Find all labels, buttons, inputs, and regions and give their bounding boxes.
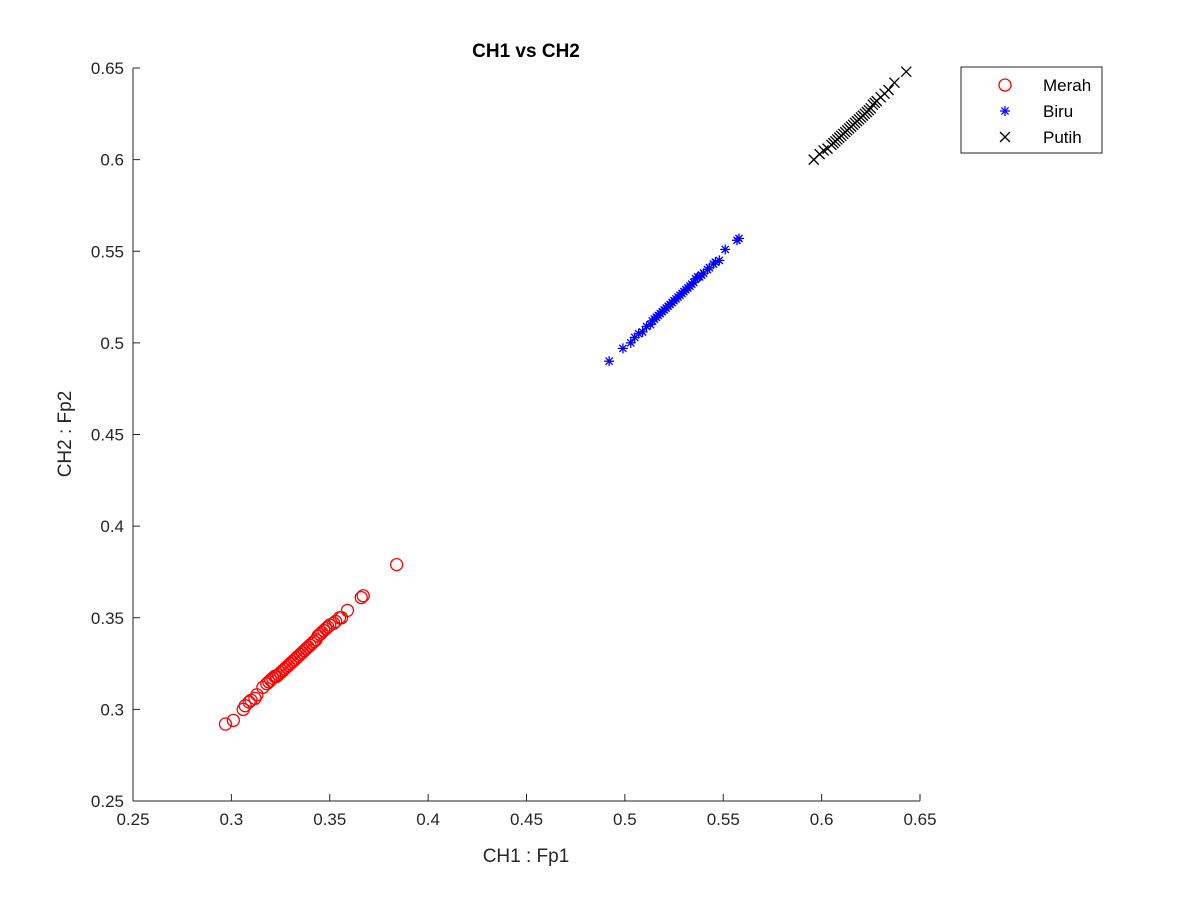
legend: Merah Biru Putih: [960, 66, 1103, 154]
series-biru: [604, 233, 744, 367]
legend-label-biru: Biru: [1043, 102, 1073, 121]
legend-marker-putih: [999, 131, 1011, 143]
point-biru: [637, 326, 648, 337]
x-tick-label: 0.55: [707, 810, 740, 829]
point-biru: [617, 343, 628, 354]
series-merah: [218, 557, 404, 731]
point-putih: [888, 77, 900, 89]
x-tick-label: 0.4: [416, 810, 440, 829]
legend-marker-biru: [1000, 106, 1010, 116]
series-putih: [808, 66, 912, 166]
point-biru: [625, 337, 636, 348]
y-tick-label: 0.5: [100, 334, 124, 353]
y-tick-label: 0.3: [100, 700, 124, 719]
point-merah: [226, 713, 240, 728]
x-tick-label: 0.45: [510, 810, 543, 829]
point-biru: [714, 255, 725, 266]
x-tick-label: 0.35: [313, 810, 346, 829]
chart-title: CH1 vs CH2: [472, 41, 580, 62]
point-merah: [356, 589, 370, 603]
legend-box: [960, 66, 1103, 154]
y-tick-label: 0.25: [91, 792, 124, 811]
x-tick-label: 0.25: [116, 810, 149, 829]
plot-area: [133, 68, 920, 801]
point-putih: [900, 66, 912, 78]
point-biru: [604, 356, 615, 367]
y-tick-label: 0.55: [91, 242, 124, 261]
ticks: 0.25 0.3 0.35 0.4 0.45 0.5 0.55 0.6 0.65 0.25 0.3 0…: [91, 59, 937, 829]
legend-label-merah: Merah: [1043, 76, 1091, 95]
axes: 0.25 0.3 0.35 0.4 0.45 0.5 0.55 0.6 0.65 0.25 0.3 0…: [91, 59, 937, 829]
x-tick-label: 0.3: [220, 810, 244, 829]
y-tick-label: 0.45: [91, 426, 124, 445]
y-tick-label: 0.4: [100, 517, 124, 536]
y-tick-label: 0.65: [91, 59, 124, 78]
point-biru: [720, 244, 731, 255]
point-merah: [340, 603, 355, 618]
point-putih: [865, 102, 877, 114]
x-tick-label: 0.65: [903, 810, 936, 829]
legend-label-putih: Putih: [1043, 128, 1082, 147]
legend-marker-merah: [998, 78, 1012, 92]
data-points: [218, 66, 912, 731]
y-axis-label: CH2 : Fp2: [55, 391, 76, 478]
point-merah: [389, 557, 404, 572]
y-tick-label: 0.6: [100, 151, 124, 170]
x-axis-label: CH1 : Fp1: [483, 846, 570, 867]
point-biru: [733, 233, 744, 244]
point-putih: [883, 84, 894, 96]
x-tick-label: 0.5: [613, 810, 637, 829]
y-tick-label: 0.35: [91, 609, 124, 628]
x-tick-label: 0.6: [810, 810, 834, 829]
point-merah: [354, 590, 368, 605]
point-merah: [218, 717, 233, 731]
